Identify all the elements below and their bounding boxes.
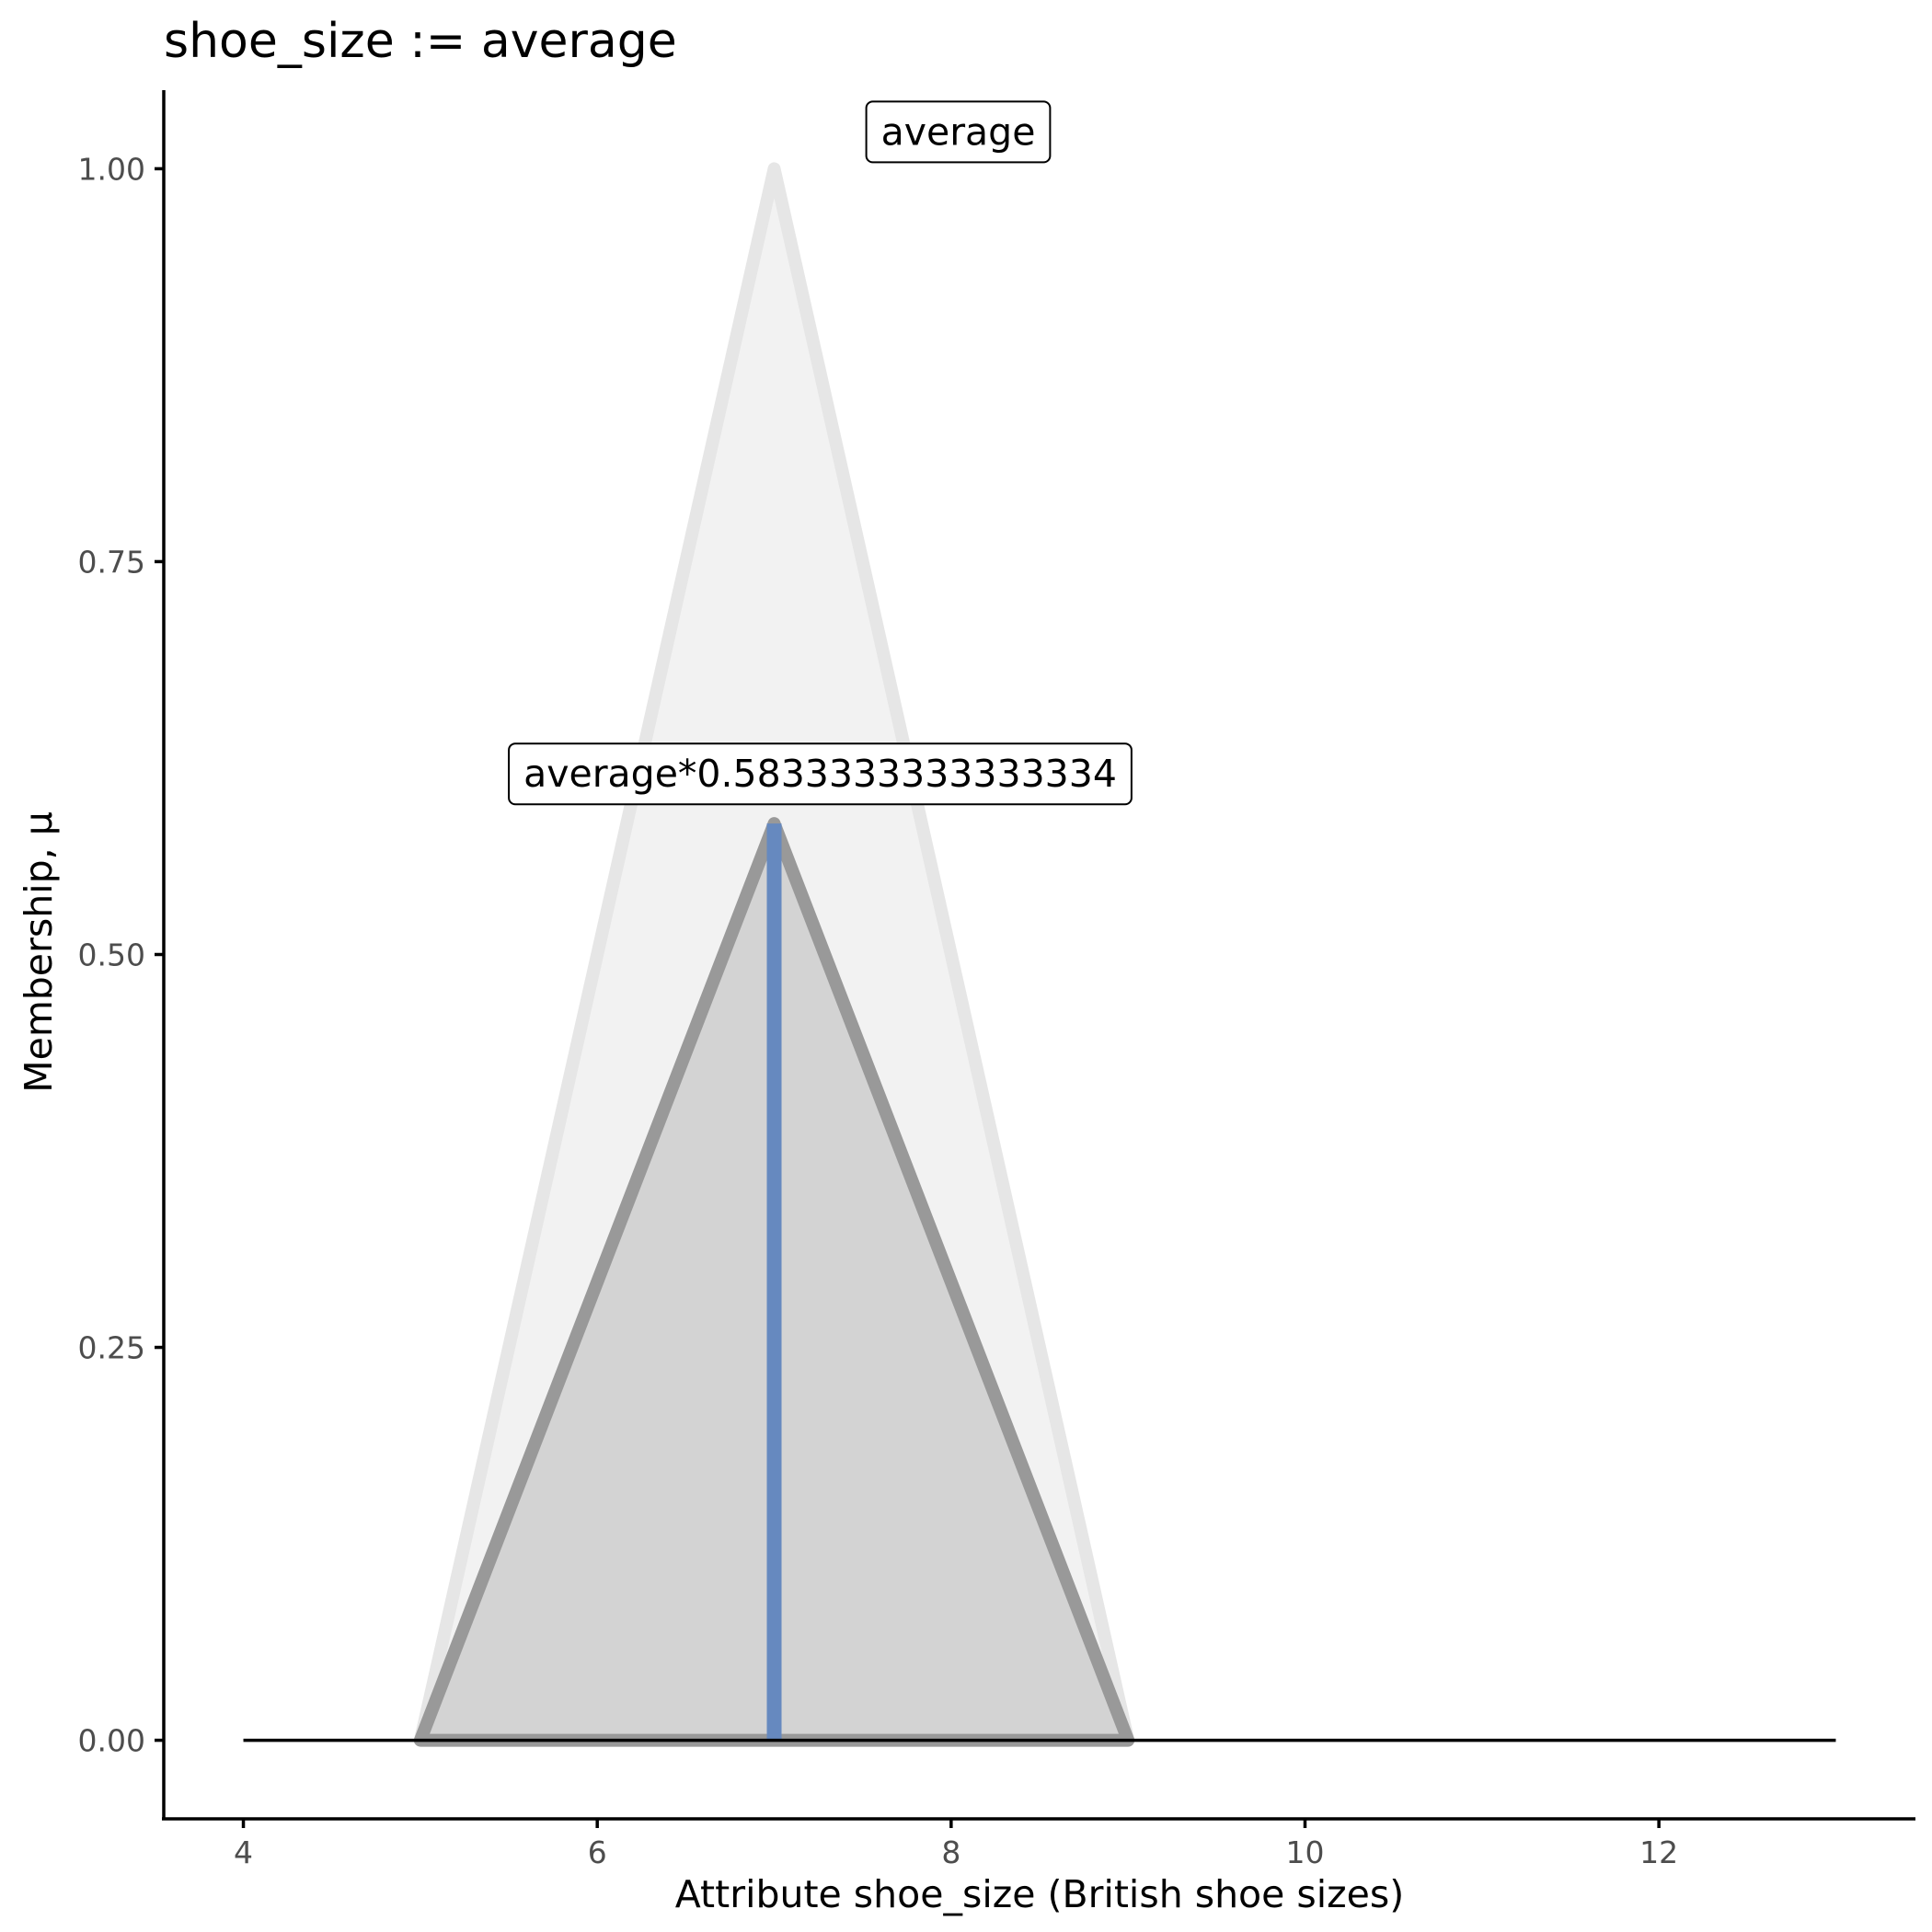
x-tick-label: 12 xyxy=(1639,1834,1678,1870)
x-tick-label: 6 xyxy=(588,1834,607,1870)
y-tick-label: 0.25 xyxy=(78,1330,145,1366)
annotation-label: average xyxy=(865,100,1052,164)
annotations: average average*0.5833333333333334 xyxy=(508,100,1133,806)
annotation-box xyxy=(865,100,1052,164)
y-axis-ticks: 0.00 0.25 0.50 0.75 1.00 xyxy=(78,151,164,1759)
annotation-text: average*0.5833333333333334 xyxy=(523,752,1117,796)
y-tick-label: 1.00 xyxy=(78,151,145,187)
y-axis-title: Membership, μ xyxy=(17,811,61,1093)
x-axis-ticks: 4 6 8 10 12 xyxy=(234,1819,1678,1870)
x-tick-label: 10 xyxy=(1285,1834,1324,1870)
y-tick-label: 0.50 xyxy=(78,937,145,973)
annotation-label: average*0.5833333333333334 xyxy=(508,742,1133,806)
chart-title: shoe_size := average xyxy=(164,14,677,69)
x-axis-title: Attribute shoe_size (British shoe sizes) xyxy=(675,1872,1405,1916)
annotation-text: average xyxy=(881,109,1036,154)
y-tick-label: 0.00 xyxy=(78,1723,145,1759)
x-tick-label: 8 xyxy=(941,1834,960,1870)
x-tick-label: 4 xyxy=(234,1834,253,1870)
y-tick-label: 0.75 xyxy=(78,544,145,580)
plot-area xyxy=(243,162,1836,1747)
annotation-box xyxy=(508,742,1133,806)
